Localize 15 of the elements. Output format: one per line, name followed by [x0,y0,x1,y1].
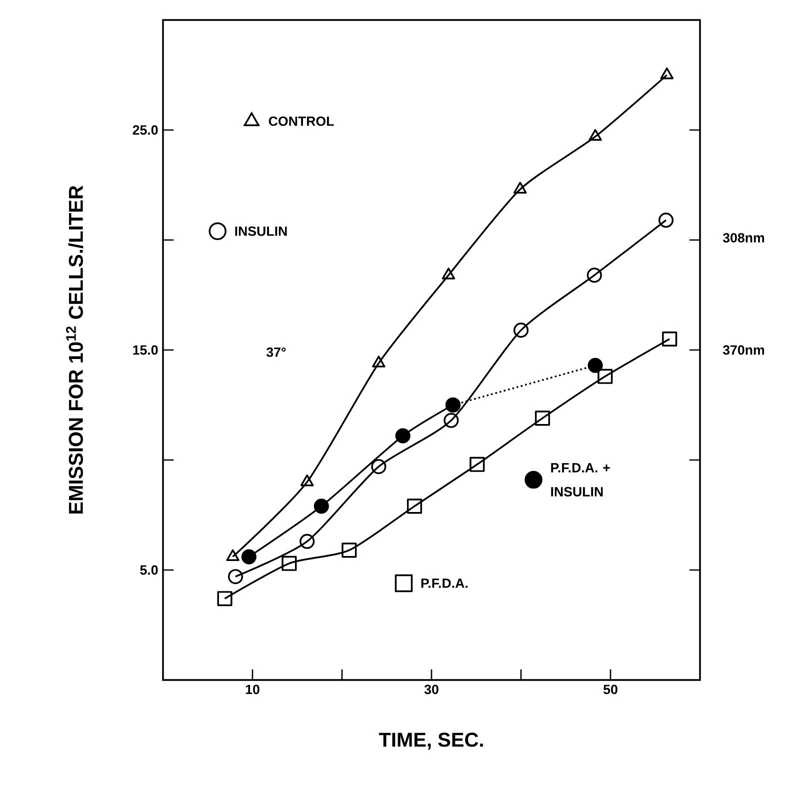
y-tick-label: 15.0 [133,345,158,355]
y-tick-label: 5.0 [140,565,158,575]
y-axis-title: EMISSION FOR 10$^{12}$ CELLS./LITER [66,186,84,514]
annotation: 37° [266,347,286,357]
x-tick-label: 30 [424,684,438,694]
y-tick-label: 25.0 [132,125,158,135]
legend-label: P.F.D.A. + INSULIN [551,463,610,496]
legend-label: CONTROL [268,116,334,126]
legend-label: P.F.D.A. [421,578,468,588]
x-axis-title: TIME, SEC. [378,732,483,750]
text: 308nm [722,233,764,243]
x-tick-label: 50 [604,684,618,694]
x-tick-label: 10 [246,684,260,694]
legend-label: INSULIN [235,226,287,236]
text: 370nm [722,345,764,355]
